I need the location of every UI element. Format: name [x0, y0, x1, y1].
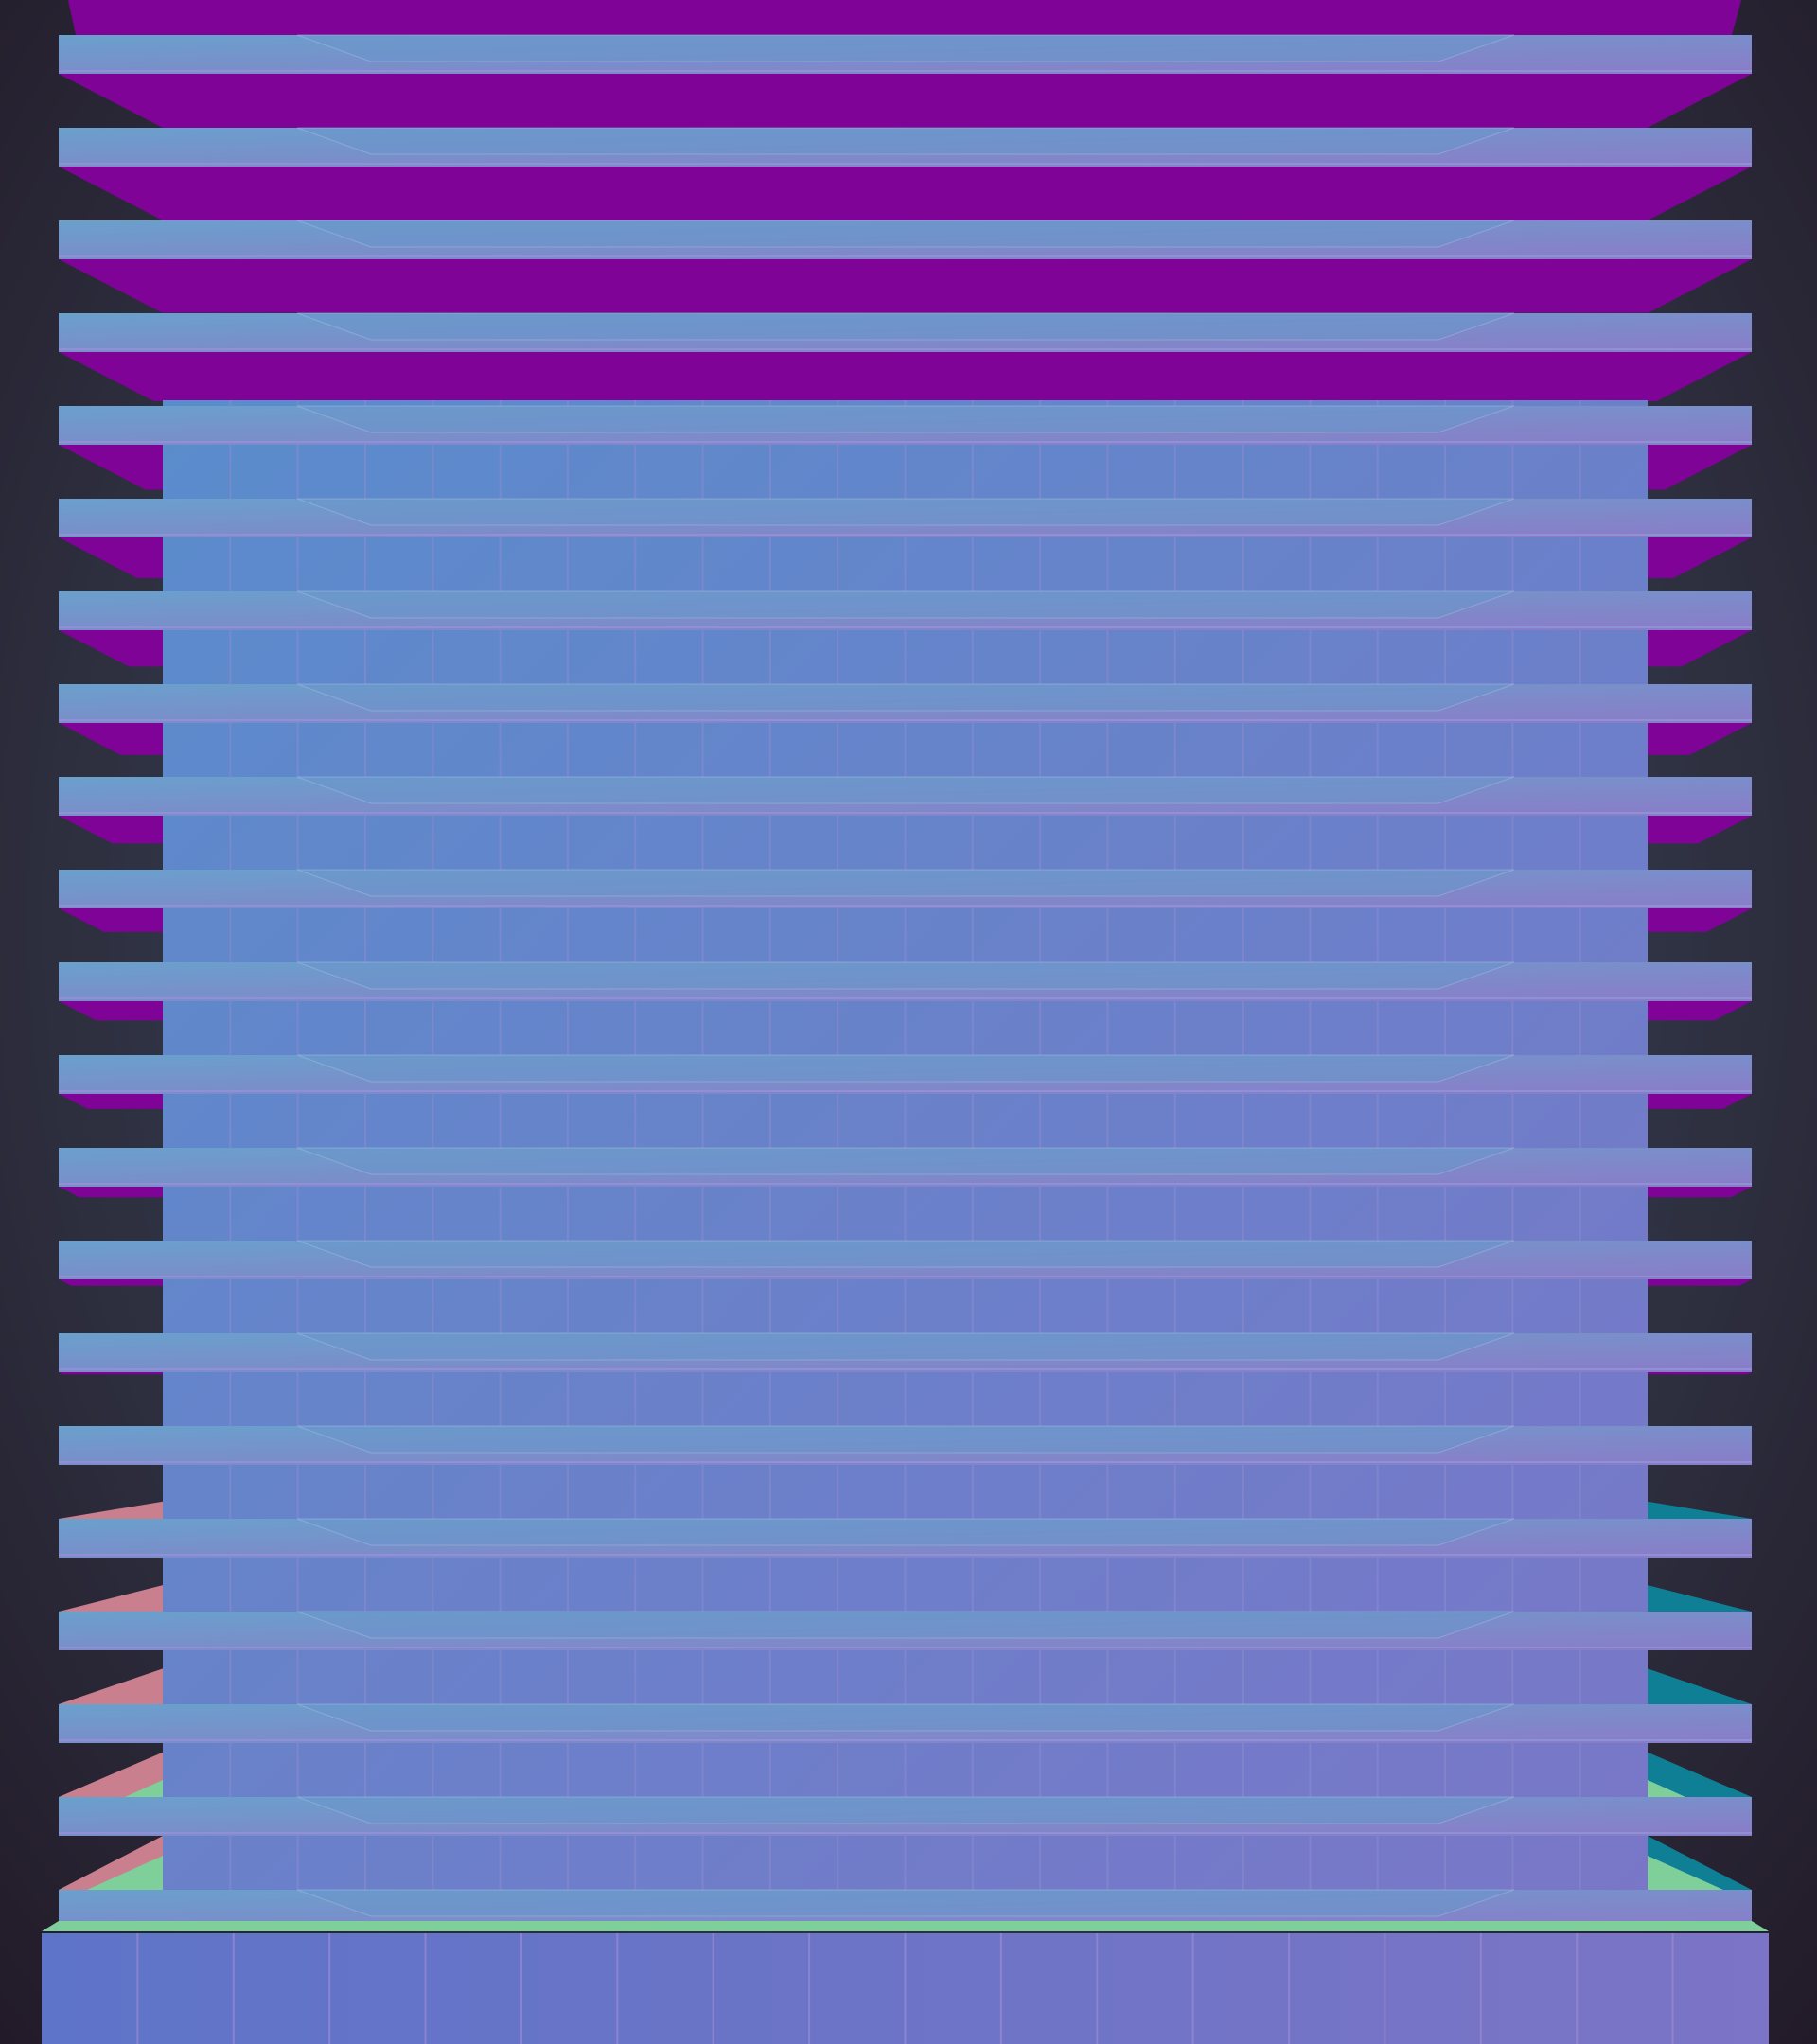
- slab-recess: [296, 961, 1515, 990]
- slab-recess: [296, 127, 1515, 155]
- green-edge: [1648, 1856, 1723, 1890]
- green-edge: [1648, 1780, 1685, 1797]
- pink-side-face: [59, 1585, 163, 1612]
- purple-underside: [59, 259, 1752, 313]
- slab-recess: [296, 1518, 1515, 1546]
- green-edge: [87, 1856, 163, 1890]
- pink-side-face: [59, 1501, 163, 1519]
- slab-recess: [296, 1889, 1515, 1917]
- slab-recess: [296, 1054, 1515, 1083]
- teal-side-face: [1648, 1501, 1752, 1519]
- slab-recess: [296, 1611, 1515, 1639]
- base-top-edge: [42, 1921, 1769, 1931]
- slab-recess: [296, 590, 1515, 619]
- pink-side-face: [59, 1752, 163, 1797]
- building-base: [42, 1921, 1769, 2044]
- slab-recess: [296, 1425, 1515, 1454]
- teal-side-face: [1648, 1752, 1752, 1797]
- pink-side-face: [59, 1668, 163, 1704]
- purple-underside: [68, 0, 1741, 35]
- slab-recess: [296, 1703, 1515, 1732]
- slab-recess: [296, 776, 1515, 804]
- purple-underside: [59, 74, 1752, 128]
- slab-recess: [296, 1147, 1515, 1175]
- green-edge: [125, 1780, 163, 1797]
- teal-side-face: [1648, 1585, 1752, 1612]
- slab-recess: [296, 405, 1515, 433]
- slab-recess: [296, 683, 1515, 712]
- slab-recess: [296, 220, 1515, 248]
- slab-recess: [296, 869, 1515, 897]
- floor-slabs: [59, 34, 1752, 1929]
- slab-recess: [296, 498, 1515, 526]
- slab-recess: [296, 1332, 1515, 1361]
- slab-recess: [296, 34, 1515, 62]
- teal-side-face: [1648, 1668, 1752, 1704]
- slab-recess: [296, 1796, 1515, 1824]
- purple-underside: [59, 352, 1752, 401]
- slab-recess: [296, 1240, 1515, 1268]
- slab-recess: [296, 312, 1515, 341]
- purple-underside: [59, 167, 1752, 220]
